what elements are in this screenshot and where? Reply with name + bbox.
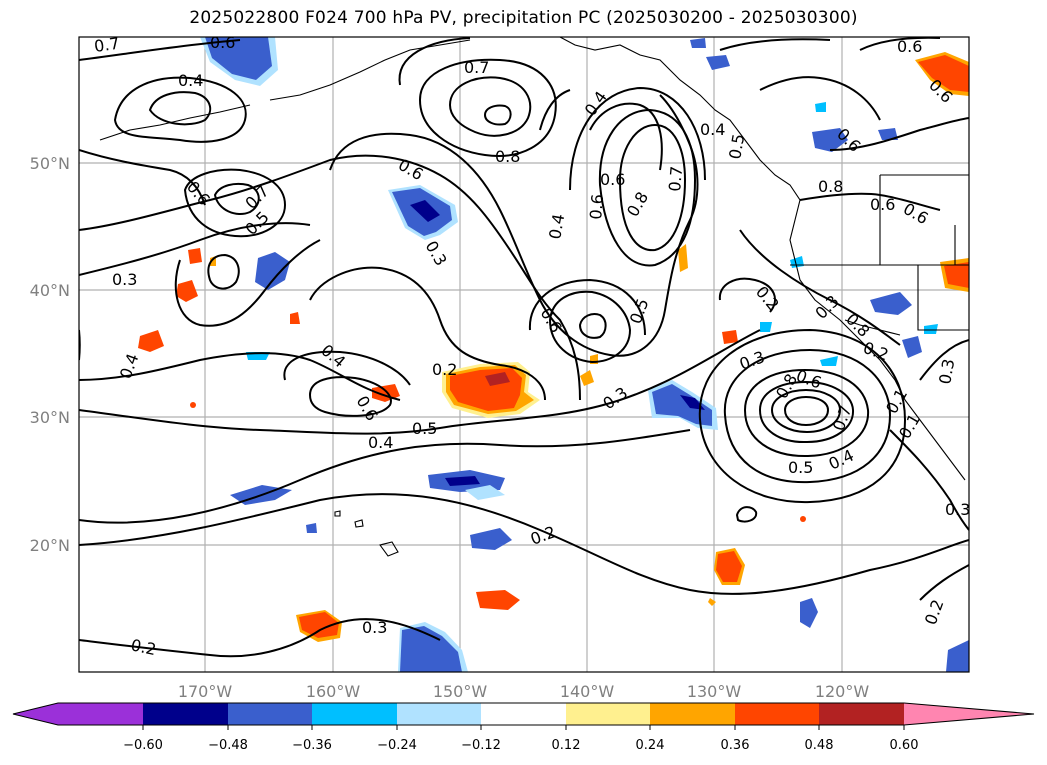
contour-label: 0.3 [935,357,958,385]
contour-label: 0.3 [362,618,387,637]
colorbar-tick-label: −0.12 [461,738,501,753]
contour-label: 0.4 [700,120,725,139]
colorbar-bin [58,703,143,725]
lon-label: 130°W [687,682,742,701]
colorbar-extend-max [904,703,1034,725]
lat-label: 40°N [30,281,70,300]
latitude-labels: 50°N 40°N 30°N 20°N [30,154,70,555]
colorbar-bin [312,703,397,725]
contour-label: 0.4 [178,71,203,90]
contour-label: 0.7 [464,58,489,77]
contour-label: 0.2 [432,360,457,379]
contour-label: 0.3 [112,270,137,289]
lon-label: 140°W [560,682,615,701]
lat-label: 50°N [30,154,70,173]
contour-label: 0.2 [129,635,158,659]
colorbar-bin [819,703,904,725]
longitude-labels: 170°W 160°W 150°W 140°W 130°W 120°W [178,682,870,701]
colorbar-bin [143,703,228,725]
contour-label: 0.7 [665,165,686,192]
map-title: 2025022800 F024 700 hPa PV, precipitatio… [189,8,858,28]
colorbar-bin [566,703,650,725]
colorbar-extend-min [13,703,58,725]
contour-label: 0.6 [897,37,922,56]
lat-label: 20°N [30,536,70,555]
contour-label: 0.4 [368,433,393,452]
contour-label: 0.5 [412,419,437,438]
contour-label: 0.6 [586,193,607,220]
contour-label: 0.6 [600,170,625,189]
colorbar-tick-label: −0.24 [377,738,417,753]
contour-label: 0.3 [945,500,970,519]
colorbar-tick-label: −0.60 [123,738,163,753]
contour-label: 0.6 [210,33,235,52]
lat-label: 30°N [30,408,70,427]
map-frame [78,36,970,673]
lon-label: 120°W [815,682,870,701]
colorbar-tick-label: 0.60 [890,738,919,753]
colorbar-bin [397,703,481,725]
colorbar: −0.60 −0.48 −0.36 −0.24 −0.12 0.12 0.24 … [12,702,1035,753]
colorbar-bin [481,703,566,725]
lon-label: 150°W [433,682,488,701]
lon-label: 160°W [306,682,361,701]
contour-label: 0.5 [788,458,813,477]
colorbar-tick-label: 0.36 [721,738,750,753]
contour-label: 0.8 [495,147,520,166]
contour-label: 0.7 [93,34,121,56]
colorbar-tick-label: −0.36 [292,738,332,753]
colorbar-tick-label: 0.24 [636,738,665,753]
colorbar-bin [228,703,312,725]
precip-negative-areas [200,37,969,672]
contour-label: 0.4 [545,212,568,240]
colorbar-tick-label: −0.48 [208,738,248,753]
colorbar-bin [650,703,735,725]
colorbar-tick-label: 0.48 [805,738,834,753]
colorbar-outline [12,702,1035,726]
pv-contours [79,37,969,658]
precip-positive-areas [138,52,969,642]
contour-label: 0.6 [870,195,895,214]
colorbar-bin [735,703,819,725]
contour-label: 0.5 [725,132,748,160]
colorbar-tick-label: 0.12 [552,738,581,753]
lon-label: 170°W [178,682,233,701]
contour-label: 0.8 [818,177,843,196]
